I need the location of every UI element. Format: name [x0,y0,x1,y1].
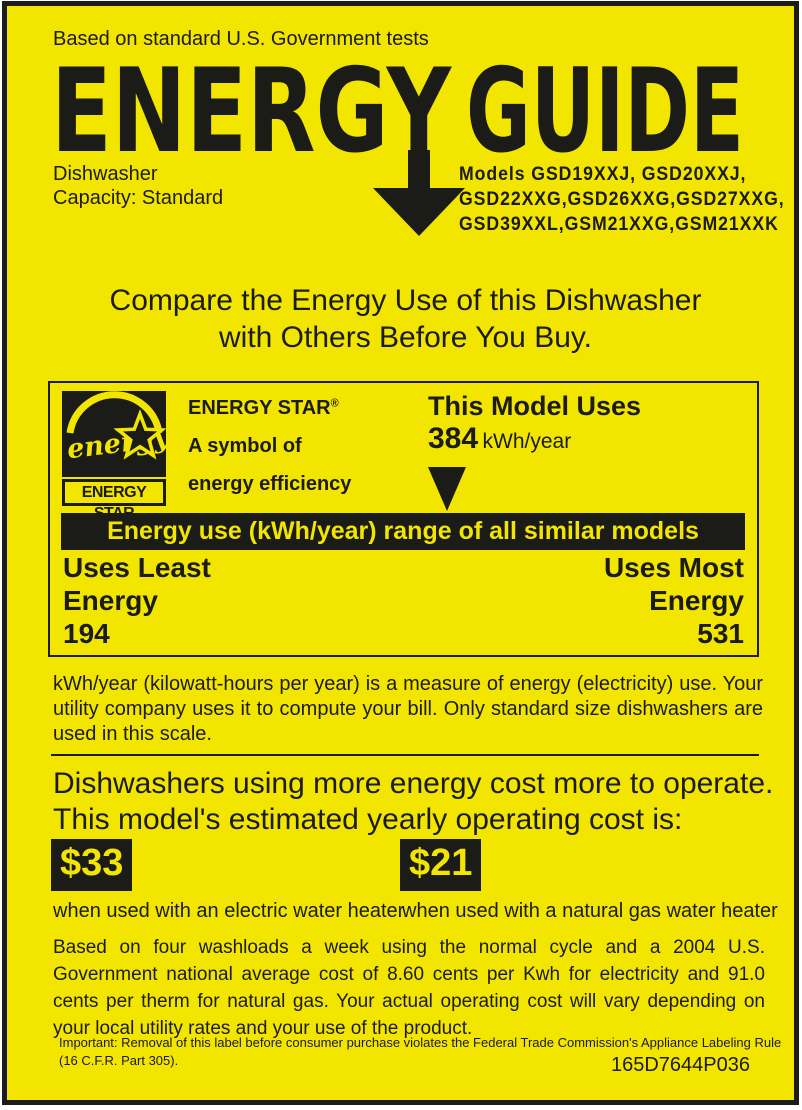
ftc-fine-print-line1: Important: Removal of this label before … [59,1035,782,1050]
model-usage: This Model Uses 384 kWh/year [428,391,641,456]
energy-star-logo: energy [62,391,166,477]
cost-gas-caption: when used with a natural gas water heate… [402,900,778,922]
product-info: Dishwasher Capacity: Standard [53,162,223,210]
star-icon [113,409,166,460]
section-divider [51,754,759,756]
compare-heading-line1: Compare the Energy Use of this Dishwashe… [109,284,702,317]
usage-value: 384 [428,422,479,455]
cost-electric-amount: $33 [51,839,133,891]
down-arrow-icon [373,150,465,236]
government-tests-note: Based on standard U.S. Government tests [53,28,429,50]
model-numbers-line: GSD39XXL,GSM21XXG,GSM21XXK [459,214,779,235]
usage-value-row: 384 kWh/year [428,422,641,456]
ftc-fine-print-line2: (16 C.F.R. Part 305). [59,1053,179,1068]
product-capacity: Capacity: Standard [53,187,224,209]
logo-word-energy: ENERGY [51,61,453,161]
energy-star-title: ENERGY STAR® [188,397,351,420]
range-bar-label: Energy use (kWh/year) range of all simil… [61,513,745,550]
cost-gas-amount: $21 [400,839,482,891]
energy-star-subtitle-line2: energy efficiency [188,473,352,495]
cost-heading-line1: Dishwashers using more energy cost more … [53,767,774,800]
energy-star-badge-caption: ENERGY STAR [62,479,166,522]
energy-range-box: energy ENERGY STAR ENERGY STAR® A symbol… [48,381,759,657]
range-most: Uses Most Energy 531 [604,551,744,650]
cost-heading: Dishwashers using more energy cost more … [53,766,773,838]
range-most-value: 531 [697,618,744,649]
compare-heading-line2: with Others Before You Buy. [219,321,592,354]
model-numbers-line: GSD22XXG,GSD26XXG,GSD27XXG, [459,189,785,210]
logo-word-guide: GUIDE [466,61,744,161]
cost-electric-caption: when used with an electric water heater [53,900,405,922]
range-least-label1: Uses Least [63,552,211,583]
range-most-label2: Energy [649,585,744,616]
range-least-label2: Energy [63,585,158,616]
pointer-triangle-icon [428,467,466,511]
assumptions-paragraph: Based on four washloads a week using the… [53,937,765,1039]
model-numbers: Models GSD19XXJ, GSD20XXJ, GSD22XXG,GSD2… [459,162,785,237]
usage-heading: This Model Uses [428,391,642,421]
energy-star-description: ENERGY STAR® A symbol of energy efficien… [188,397,351,511]
energy-star-title-text: ENERGY STAR [188,397,331,419]
part-number: 165D7644P036 [610,1054,750,1076]
range-least-value: 194 [63,618,110,649]
range-most-label1: Uses Most [603,552,744,583]
energy-star-subtitle-line1: A symbol of [188,435,302,457]
compare-heading: Compare the Energy Use of this Dishwashe… [7,282,794,356]
usage-unit: kWh/year [482,430,572,453]
product-type: Dishwasher [53,163,158,185]
cost-heading-line2: This model's estimated yearly operating … [53,803,683,836]
energyguide-logo: ENERGY GUIDE [51,61,744,161]
range-least: Uses Least Energy 194 [63,551,211,650]
kwh-explainer: kWh/year (kilowatt-hours per year) is a … [53,673,763,745]
ftc-fine-print: Important: Removal of this label before … [59,1034,781,1070]
registered-mark: ® [330,397,339,410]
model-numbers-line: Models GSD19XXJ, GSD20XXJ, [459,164,747,185]
